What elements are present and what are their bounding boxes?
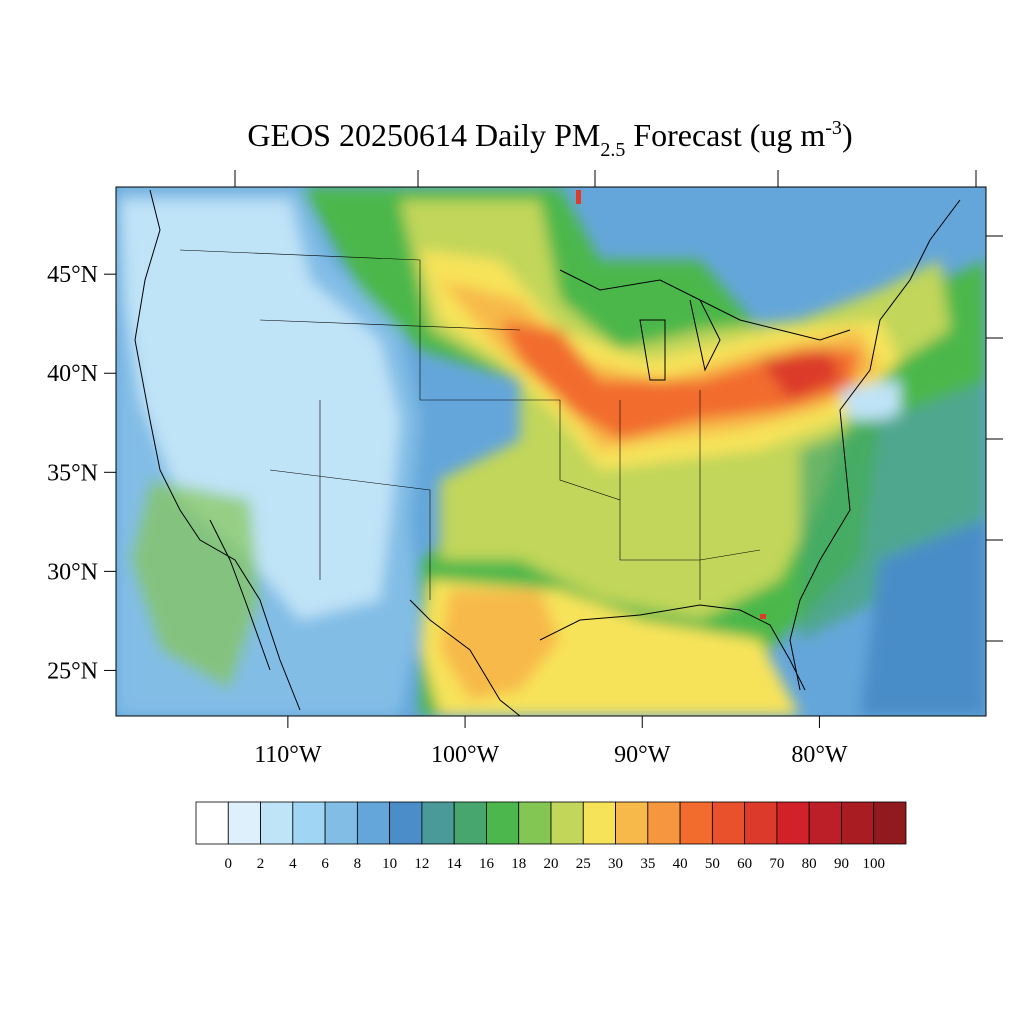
title-sup: -3 <box>825 117 842 139</box>
y-tick-label: 30°N <box>47 559 98 585</box>
x-tick-label: 110°W <box>254 742 322 768</box>
y-tick-label: 40°N <box>47 361 98 387</box>
colorbar-label: 20 <box>544 856 559 872</box>
concentration-field <box>116 187 986 716</box>
colorbar-box <box>389 801 423 845</box>
colorbar-label: 16 <box>479 856 495 872</box>
colorbar-label: 18 <box>511 856 526 872</box>
colorbar-box <box>841 801 875 845</box>
axes: 110°W 100°W 90°W 80°W 25°N 30°N 35°N 40°N 45°N <box>47 262 848 768</box>
title-end: ) <box>842 117 853 153</box>
colorbar-label: 25 <box>576 856 591 872</box>
coastline <box>134 189 961 716</box>
colorbar-box <box>582 801 616 845</box>
x-tick-label: 90°W <box>614 742 671 768</box>
colorbar: 0 2 4 6 8 10 12 14 16 18 20 25 30 35 40 50 60 70 80 90 100 <box>195 801 907 872</box>
colorbar-box <box>518 801 552 845</box>
colorbar-box <box>711 801 746 845</box>
colorbar-box <box>324 801 358 845</box>
y-tick-label: 45°N <box>47 262 98 288</box>
map-title: GEOS 20250614 Daily PM2.5 Forecast (ug m… <box>247 117 852 161</box>
colorbar-box <box>421 801 455 845</box>
y-tick-label: 25°N <box>47 658 98 684</box>
colorbar-box <box>615 801 649 845</box>
colorbar-label: 90 <box>834 856 849 872</box>
colorbar-box <box>486 801 520 845</box>
colorbar-box <box>647 801 681 845</box>
colorbar-box <box>808 801 842 845</box>
colorbar-label: 12 <box>414 856 429 872</box>
colorbar-box <box>260 801 294 845</box>
colorbar-label: 70 <box>769 856 784 872</box>
title-mid: Forecast (ug m <box>625 117 825 153</box>
y-tick-label: 35°N <box>47 460 98 486</box>
frame-ticks <box>234 170 1003 642</box>
colorbar-label: 6 <box>321 856 329 872</box>
colorbar-box <box>356 801 391 845</box>
colorbar-label: 0 <box>225 856 233 872</box>
title-main: GEOS 20250614 Daily PM <box>247 117 600 153</box>
colorbar-box <box>195 801 229 845</box>
colorbar-label: 40 <box>673 856 688 872</box>
colorbar-box <box>227 801 261 845</box>
colorbar-label: 2 <box>257 856 265 872</box>
colorbar-label: 8 <box>354 856 362 872</box>
map-frame <box>115 186 987 717</box>
title-sub: 2.5 <box>600 139 625 161</box>
colorbar-label: 100 <box>862 856 885 872</box>
colorbar-label: 10 <box>382 856 397 872</box>
colorbar-label: 35 <box>640 856 655 872</box>
colorbar-label: 80 <box>802 856 817 872</box>
colorbar-label: 4 <box>289 856 297 872</box>
colorbar-label: 14 <box>447 856 463 872</box>
colorbar-label: 60 <box>737 856 752 872</box>
colorbar-box <box>679 801 713 845</box>
colorbar-box <box>550 801 584 845</box>
colorbar-box <box>292 801 326 845</box>
colorbar-box <box>744 801 778 845</box>
colorbar-box <box>453 801 487 845</box>
colorbar-label: 30 <box>608 856 623 872</box>
x-tick-label: 100°W <box>431 742 500 768</box>
x-tick-label: 80°W <box>791 742 848 768</box>
colorbar-box <box>776 801 810 845</box>
colorbar-label: 50 <box>705 856 720 872</box>
colorbar-box <box>873 801 907 845</box>
